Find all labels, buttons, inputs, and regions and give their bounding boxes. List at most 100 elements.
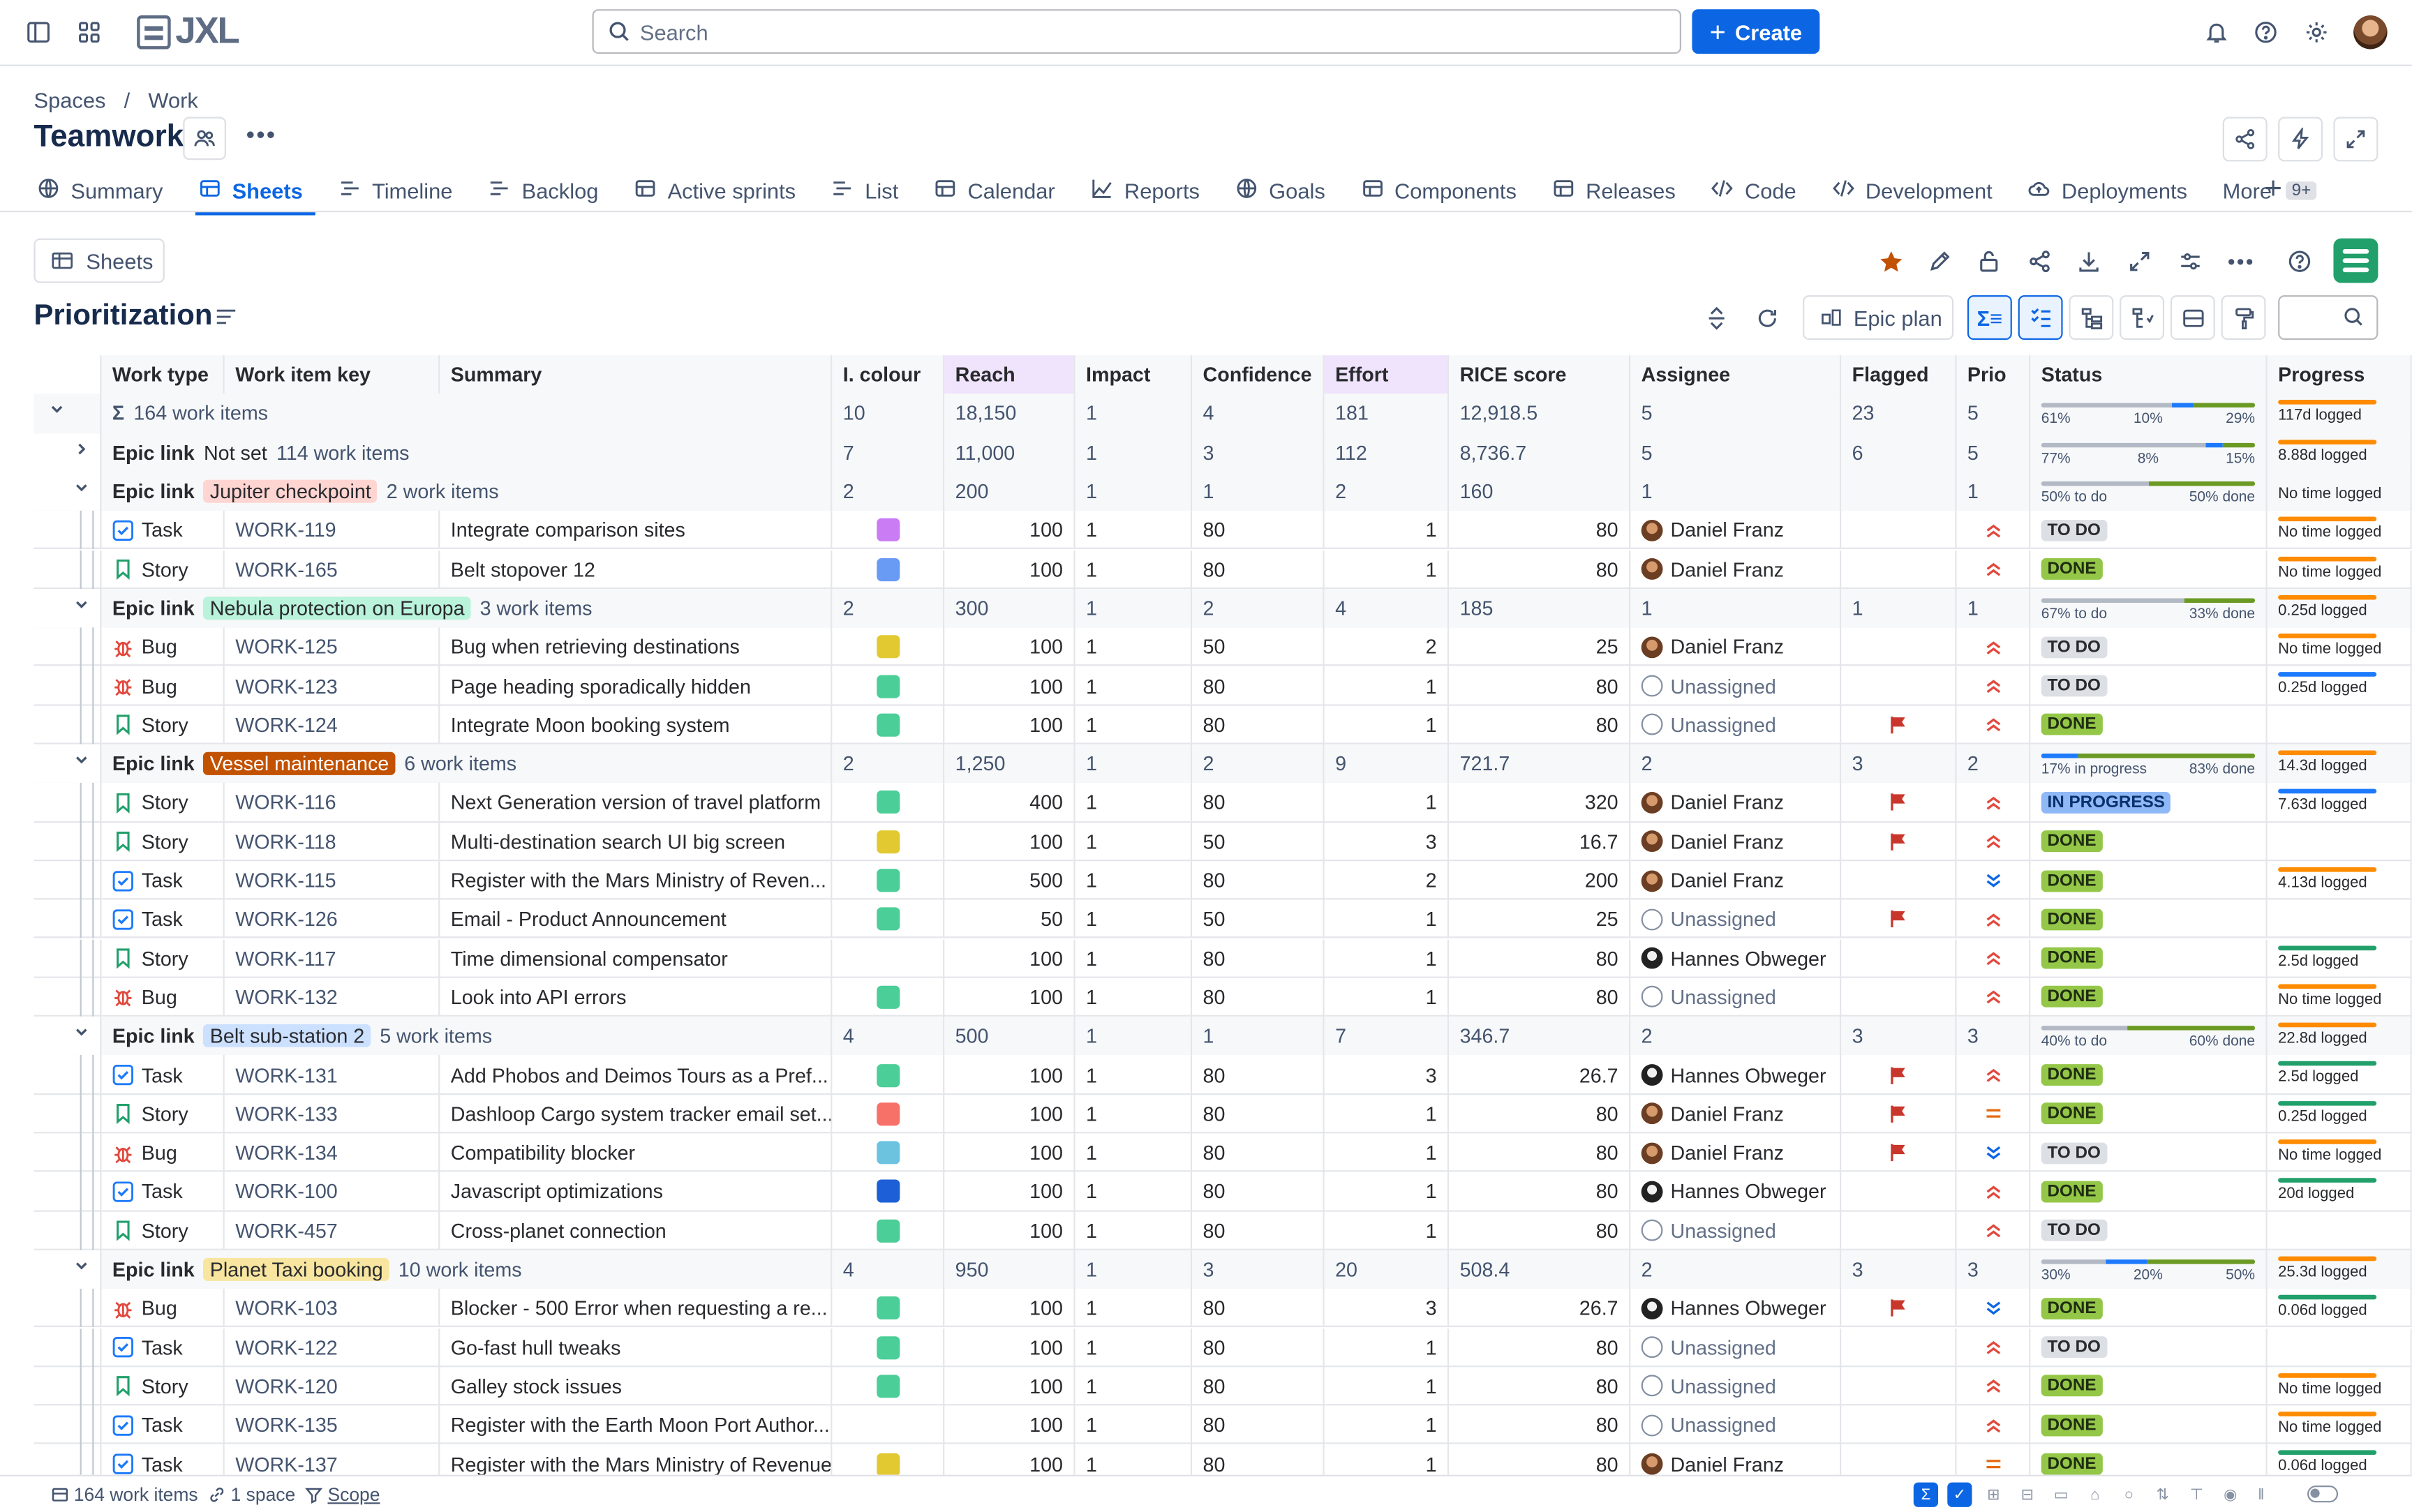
assignee-cell[interactable]: Hannes Obweger — [1630, 1172, 1842, 1211]
confidence-cell[interactable]: 80 — [1192, 978, 1325, 1017]
impact-cell[interactable]: 1 — [1075, 938, 1193, 978]
work-type-cell[interactable]: Story — [101, 1211, 225, 1250]
row-gutter[interactable] — [34, 472, 102, 511]
i-colour-cell[interactable] — [832, 1405, 945, 1445]
summary-cell[interactable]: Multi-destination search UI big screen — [440, 822, 833, 861]
work-type-cell[interactable]: Story — [101, 1094, 225, 1134]
work-type-cell[interactable]: Task — [101, 1328, 225, 1367]
status-lozenge[interactable]: DONE — [2041, 869, 2103, 892]
epic-lozenge[interactable]: Not set — [203, 440, 267, 465]
status-lozenge[interactable]: DONE — [2041, 947, 2103, 969]
reach-cell[interactable]: 100 — [944, 1405, 1075, 1445]
user-avatar[interactable] — [2353, 15, 2388, 50]
impact-cell[interactable]: 1 — [1075, 860, 1193, 900]
sheets-switcher-button[interactable]: Sheets — [34, 238, 165, 283]
epic-link-cell[interactable]: Epic link Vessel maintenance 6 work items — [101, 744, 833, 784]
row-gutter[interactable] — [34, 899, 102, 939]
reach-cell[interactable]: 100 — [944, 1172, 1075, 1211]
status-lozenge[interactable]: DONE — [2041, 558, 2103, 581]
row-gutter[interactable] — [34, 394, 102, 433]
search-input[interactable]: Search — [592, 9, 1681, 54]
summary-cell[interactable]: Email - Product Announcement — [440, 899, 833, 939]
confidence-cell[interactable]: 80 — [1192, 1055, 1325, 1095]
chevron-down-icon[interactable] — [50, 402, 65, 422]
row-gutter[interactable] — [34, 705, 102, 744]
create-button[interactable]: + Create — [1692, 9, 1820, 54]
help-icon[interactable] — [2250, 17, 2281, 47]
column-header-reach[interactable]: Reach — [944, 355, 1075, 394]
work-item-key-cell[interactable]: WORK-124 — [225, 705, 440, 744]
work-item-key-cell[interactable]: WORK-103 — [225, 1289, 440, 1328]
column-header-impact[interactable]: Impact — [1075, 355, 1193, 394]
summary-cell[interactable]: Belt stopover 12 — [440, 549, 833, 589]
impact-cell[interactable]: 1 — [1075, 705, 1193, 744]
status-cell[interactable]: TO DO — [2030, 1328, 2268, 1367]
tab-timeline[interactable]: Timeline — [335, 172, 465, 209]
work-item-key-cell[interactable]: WORK-137 — [225, 1444, 440, 1475]
reach-cell[interactable]: 400 — [944, 783, 1075, 823]
row-gutter[interactable] — [34, 511, 102, 550]
status-lozenge[interactable]: DONE — [2041, 830, 2103, 853]
status-lozenge[interactable]: DONE — [2041, 908, 2103, 931]
epic-link-cell[interactable]: Epic link Nebula protection on Europa 3 wo… — [101, 588, 833, 628]
scope-link[interactable]: Scope — [304, 1484, 380, 1506]
row-gutter[interactable] — [34, 860, 102, 900]
impact-cell[interactable]: 1 — [1075, 666, 1193, 705]
column-header-work-type[interactable]: Work type — [101, 355, 225, 394]
effort-cell[interactable]: 1 — [1325, 1328, 1450, 1367]
effort-cell[interactable]: 1 — [1325, 1133, 1450, 1173]
reach-cell[interactable]: 100 — [944, 1094, 1075, 1134]
chevron-down-icon[interactable] — [74, 1258, 89, 1278]
reach-cell[interactable]: 100 — [944, 822, 1075, 861]
reach-cell[interactable]: 100 — [944, 1328, 1075, 1367]
row-gutter[interactable] — [34, 1172, 102, 1211]
status-cell[interactable]: TO DO — [2030, 511, 2268, 550]
flagged-cell[interactable] — [1841, 899, 1957, 939]
impact-cell[interactable]: 1 — [1075, 1405, 1193, 1445]
tab-list[interactable]: List — [828, 172, 911, 209]
reach-cell[interactable]: 50 — [944, 899, 1075, 939]
format-painter-button[interactable] — [2221, 295, 2266, 340]
i-colour-cell[interactable] — [832, 899, 945, 939]
i-colour-cell[interactable] — [832, 1328, 945, 1367]
status-cell[interactable]: DONE — [2030, 860, 2268, 900]
summary-cell[interactable]: Integrate comparison sites — [440, 511, 833, 550]
notifications-icon[interactable] — [2201, 17, 2232, 47]
prio-cell[interactable] — [1956, 783, 2031, 823]
epic-group-row[interactable]: Epic link Planet Taxi booking 10 work item… — [34, 1250, 2412, 1289]
summary-cell[interactable]: Time dimensional compensator — [440, 938, 833, 978]
work-item-key-cell[interactable]: WORK-165 — [225, 549, 440, 589]
flagged-cell[interactable] — [1841, 511, 1957, 550]
reach-cell[interactable]: 100 — [944, 627, 1075, 667]
assignee-cell[interactable]: Daniel Franz — [1630, 860, 1842, 900]
effort-cell[interactable]: 1 — [1325, 666, 1450, 705]
epic-group-row[interactable]: Epic link Jupiter checkpoint 2 work items 2… — [34, 472, 2412, 511]
chevron-down-icon[interactable] — [74, 597, 89, 617]
impact-cell[interactable]: 1 — [1075, 1444, 1193, 1475]
tab-active-sprints[interactable]: Active sprints — [631, 172, 808, 209]
epic-link-cell[interactable]: Epic link Not set 114 work items — [101, 433, 833, 472]
team-members-button[interactable] — [183, 117, 226, 160]
status-lozenge[interactable]: DONE — [2041, 714, 2103, 736]
effort-cell[interactable]: 1 — [1325, 1094, 1450, 1134]
prio-cell[interactable] — [1956, 899, 2031, 939]
effort-cell[interactable]: 3 — [1325, 822, 1450, 861]
prio-cell[interactable] — [1956, 1289, 2031, 1328]
summary-cell[interactable]: Javascript optimizations — [440, 1172, 833, 1211]
work-item-row[interactable]: Task WORK-119 Integrate comparison sites 10… — [34, 511, 2412, 550]
epic-lozenge[interactable]: Planet Taxi booking — [203, 1257, 389, 1282]
column-header-progress[interactable]: Progress — [2267, 355, 2412, 394]
status-cell[interactable]: DONE — [2030, 1366, 2268, 1406]
assignee-cell[interactable]: Unassigned — [1630, 1211, 1842, 1250]
prio-cell[interactable] — [1956, 666, 2031, 705]
status-cell[interactable]: DONE — [2030, 549, 2268, 589]
column-header-prio[interactable]: Prio — [1956, 355, 2031, 394]
reach-cell[interactable]: 100 — [944, 1211, 1075, 1250]
status-lozenge[interactable]: DONE — [2041, 986, 2103, 1008]
confidence-cell[interactable]: 80 — [1192, 705, 1325, 744]
status-lozenge[interactable]: TO DO — [2041, 675, 2107, 697]
effort-cell[interactable]: 1 — [1325, 1366, 1450, 1406]
summary-cell[interactable]: Register with the Mars Ministry of Reven… — [440, 860, 833, 900]
impact-cell[interactable]: 1 — [1075, 627, 1193, 667]
flagged-cell[interactable] — [1841, 1366, 1957, 1406]
